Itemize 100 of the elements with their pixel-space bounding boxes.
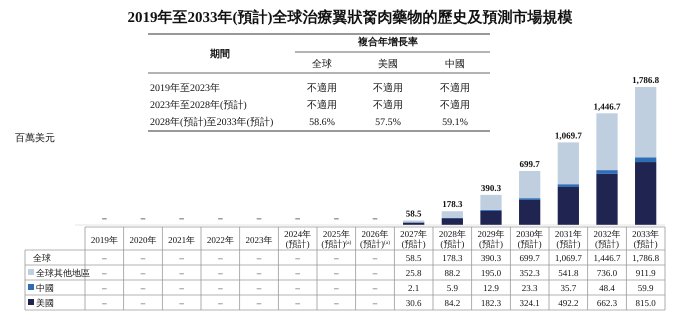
x-tick-label: 2020年 — [130, 235, 156, 245]
x-tick-label: 2024年 (預計) — [284, 229, 312, 249]
x-tick-label: 2033年 (預計) — [632, 229, 660, 249]
data-label: 5.9 — [446, 283, 458, 293]
data-label: 352.3 — [520, 268, 540, 278]
x-tick-label: 2030年 (預計) — [516, 229, 544, 249]
text: 178.3 — [442, 253, 462, 263]
total-label: 390.3 — [480, 182, 502, 193]
data-label: 88.2 — [444, 268, 460, 278]
text: – — [295, 283, 300, 293]
bar — [635, 157, 656, 162]
bar — [442, 218, 463, 225]
data-label: 662.3 — [596, 298, 618, 308]
annotation: 2023年至2028年(預計) — [150, 99, 247, 111]
text: 中國 — [445, 58, 465, 70]
legend-label: 全球其他地區 — [36, 268, 90, 278]
bar — [558, 184, 579, 187]
text: – — [102, 213, 107, 223]
x-tick-label: 2019年 — [90, 235, 118, 245]
annotation: 不適用 — [440, 82, 470, 94]
data-label: 25.8 — [406, 268, 422, 278]
x-tick-label: 2025年 (預計)$^{(a)}$ — [321, 229, 352, 249]
text: – — [334, 298, 339, 308]
text: – — [256, 253, 262, 263]
total-label: 699.7 — [520, 158, 540, 169]
annotation: 不適用 — [307, 82, 337, 94]
text: – — [218, 253, 223, 263]
text: 1,786.8 — [632, 253, 660, 263]
text: – — [140, 268, 146, 278]
bar — [635, 87, 656, 158]
text: – — [140, 283, 146, 293]
text: 複合年增長率 — [357, 36, 418, 48]
total-label: 1,786.8 — [632, 75, 660, 85]
text: – — [334, 283, 339, 293]
data-label: 815.0 — [636, 298, 656, 308]
text: – — [102, 298, 107, 308]
text: 699.7 — [520, 253, 540, 263]
text: – — [256, 283, 262, 293]
total-label: 58.5 — [406, 208, 422, 218]
total-label: 1,069.7 — [554, 130, 582, 140]
text: – — [295, 253, 300, 263]
text: – — [295, 298, 300, 308]
annotation: 58.6% — [309, 117, 335, 128]
data-label: 12.9 — [483, 283, 500, 293]
data-label: 324.1 — [520, 298, 540, 308]
text: – — [102, 268, 107, 278]
data-label: 911.9 — [636, 268, 656, 278]
bar — [635, 162, 656, 225]
x-tick-label: 2029年 (預計) — [478, 229, 504, 249]
text: 全球 — [312, 58, 332, 70]
data-label: 541.8 — [558, 268, 579, 278]
data-label: 195.0 — [480, 268, 502, 278]
data-label: 182.3 — [480, 298, 502, 308]
x-tick-label: 2021年 — [168, 235, 196, 245]
text: – — [372, 298, 378, 308]
text: 全球 — [33, 253, 51, 263]
text: – — [334, 213, 339, 223]
annotation: 不適用 — [307, 99, 337, 111]
x-tick-label: 2023年 — [246, 235, 272, 245]
total-label: 1,446.7 — [594, 101, 621, 112]
text: 58.5 — [406, 253, 422, 263]
y-axis-title: 百萬美元 — [15, 132, 55, 144]
text: – — [372, 213, 378, 223]
text: – — [179, 268, 184, 278]
text: – — [218, 213, 223, 223]
data-label: 48.4 — [599, 283, 616, 293]
bar — [480, 194, 502, 210]
text: – — [334, 253, 339, 263]
text: 美國 — [378, 58, 398, 70]
data-label: 30.6 — [406, 298, 422, 308]
text: – — [256, 213, 262, 223]
annotation: 不適用 — [373, 82, 403, 94]
x-tick-label: 2028年 (預計) — [438, 229, 466, 249]
text: – — [218, 298, 223, 308]
annotation: 不適用 — [440, 99, 470, 111]
data-label: 59.9 — [638, 283, 654, 293]
data-label: 2.1 — [408, 283, 420, 293]
text: – — [102, 283, 107, 293]
bar — [442, 211, 463, 218]
bar — [558, 142, 579, 184]
bar — [558, 186, 579, 225]
x-tick-label: 2031年 (預計) — [554, 229, 582, 249]
data-label: 492.2 — [558, 298, 578, 308]
text: – — [295, 213, 300, 223]
bar — [596, 113, 618, 170]
text: 390.3 — [480, 253, 502, 263]
text: – — [102, 253, 107, 263]
chart-title: 2019年至2033年(預計)全球治療翼狀胬肉藥物的歷史及預測市場規模 — [128, 8, 574, 26]
text: – — [218, 268, 223, 278]
x-tick-label: 2027年 (預計) — [400, 229, 428, 249]
text: – — [140, 298, 146, 308]
text: – — [140, 253, 146, 263]
bar — [480, 210, 502, 225]
text: 1,446.7 — [594, 253, 620, 263]
text: – — [179, 283, 184, 293]
data-label: 23.3 — [522, 283, 538, 293]
text: – — [372, 283, 378, 293]
legend-label: 中國 — [36, 283, 54, 293]
annotation: 57.5% — [375, 117, 401, 128]
text: – — [218, 283, 223, 293]
